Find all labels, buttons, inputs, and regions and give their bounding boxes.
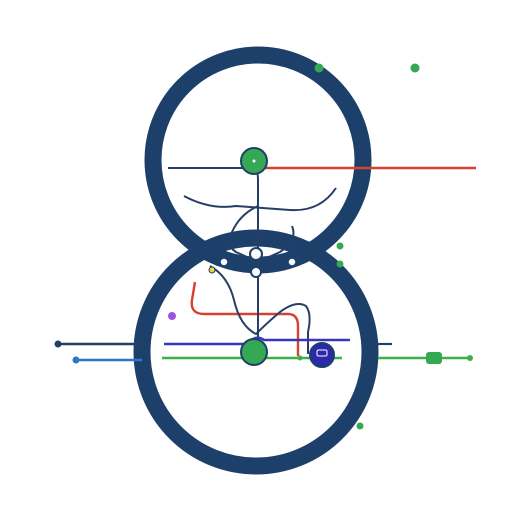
- endpoint-dot-icon: [467, 355, 473, 361]
- endpoint-dot-icon: [54, 340, 62, 348]
- violet-stop-icon: [168, 312, 176, 320]
- endpoint-dot-icon: [72, 356, 80, 364]
- green-dot-icon: [240, 338, 268, 366]
- green-marker-icon: [297, 355, 303, 361]
- interchange-node-icon: [250, 266, 262, 278]
- green-dot-icon: [410, 63, 420, 73]
- interchange-node-icon: [287, 257, 297, 267]
- green-dot-icon: [336, 260, 344, 268]
- green-terminal-icon: [426, 352, 442, 364]
- station-dot-icon: [252, 159, 256, 163]
- green-dot-icon: [356, 422, 364, 430]
- station-inner-icon: [316, 349, 328, 357]
- yellow-stop-icon: [208, 266, 216, 274]
- navy-crossing-route: [183, 187, 337, 264]
- red-loop: [190, 281, 300, 356]
- purple-circle-icon: [309, 342, 335, 368]
- green-dot-icon: [314, 63, 324, 73]
- navy-lower-route: [209, 265, 311, 354]
- green-dot-icon: [336, 242, 344, 250]
- lower-ring: [133, 229, 379, 475]
- interchange-node-icon: [219, 257, 229, 267]
- interchange-node-icon: [249, 247, 263, 261]
